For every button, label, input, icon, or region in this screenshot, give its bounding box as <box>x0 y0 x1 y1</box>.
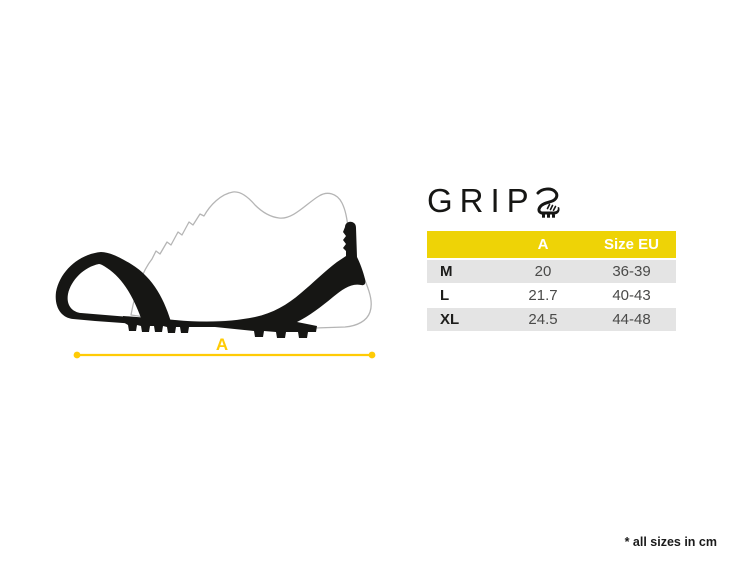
header-size-eu: Size EU <box>603 236 660 253</box>
units-footnote: * all sizes in cm <box>624 535 717 549</box>
crampon-toe-strap <box>55 252 172 325</box>
size-table: A Size EU M 20 36-39 L 21.7 40-43 XL 24.… <box>427 231 676 332</box>
size-label: L <box>440 287 450 304</box>
a-value: 24.5 <box>528 311 558 328</box>
eu-value: 36-39 <box>612 263 651 280</box>
dimension-label-a: A <box>216 335 228 354</box>
table-row-m: M 20 36-39 <box>427 260 676 283</box>
dimension-line: A <box>73 335 376 359</box>
header-a: A <box>537 236 549 253</box>
logo-text: GRIP <box>427 182 536 219</box>
crampon-sole-heel <box>123 221 366 338</box>
a-value: 21.7 <box>528 287 558 304</box>
size-label: M <box>440 263 453 280</box>
size-label: XL <box>440 311 460 328</box>
sneaker-outline <box>130 191 372 329</box>
size-table-header: A Size EU <box>427 231 676 258</box>
grips-shoe-s-icon <box>536 187 560 218</box>
eu-value: 40-43 <box>612 287 651 304</box>
table-row-l: L 21.7 40-43 <box>427 284 676 307</box>
grips-logo: GRIP <box>427 184 561 224</box>
eu-value: 44-48 <box>612 311 651 328</box>
shoe-illustration: A <box>55 191 376 359</box>
table-row-xl: XL 24.5 44-48 <box>427 308 676 331</box>
a-value: 20 <box>534 263 552 280</box>
